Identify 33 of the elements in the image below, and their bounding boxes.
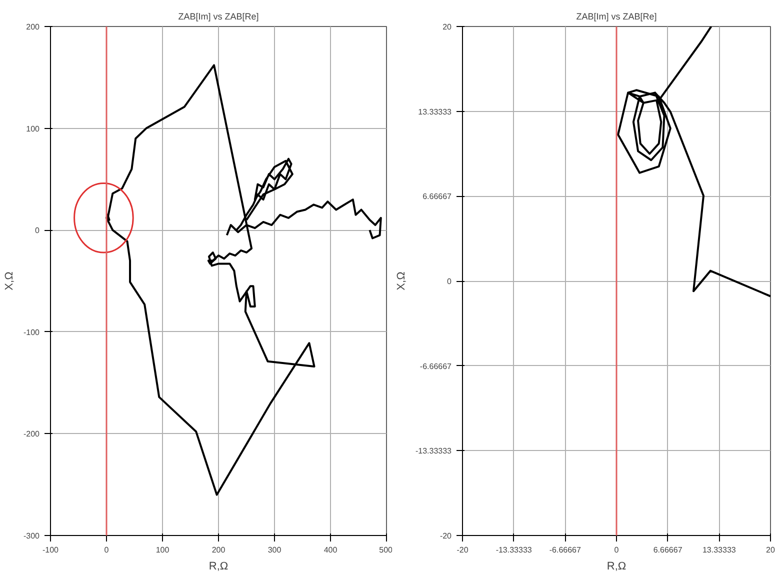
x-axis-title: R,Ω xyxy=(606,560,626,572)
x-tick-label: 400 xyxy=(324,546,338,554)
y-axis-title: X,Ω xyxy=(395,272,408,290)
y-tick-label: -20 xyxy=(440,532,452,540)
x-tick-label: 500 xyxy=(379,546,394,554)
y-tick-label: -100 xyxy=(23,328,40,337)
y-tick-label: 13.33333 xyxy=(418,107,452,116)
y-tick-label: 200 xyxy=(26,22,40,32)
x-tick-label: 6.66667 xyxy=(653,546,683,554)
y-tick-label: 20 xyxy=(442,22,452,32)
x-tick-label: 13.33333 xyxy=(702,546,736,554)
x-tick-label: -13.33333 xyxy=(496,546,532,554)
x-tick-label: 20 xyxy=(766,546,776,554)
y-axis-title: X,Ω xyxy=(3,272,16,290)
x-tick-label: 200 xyxy=(212,546,226,554)
y-tick-label: -300 xyxy=(23,532,40,540)
x-axis-title: R,Ω xyxy=(208,560,228,572)
x-tick-label: 0 xyxy=(104,546,110,554)
y-tick-label: 0 xyxy=(447,277,452,286)
x-tick-label: 100 xyxy=(156,546,170,554)
x-tick-label: 0 xyxy=(614,546,620,554)
y-tick-label: -200 xyxy=(23,430,40,439)
y-tick-label: -6.66667 xyxy=(420,362,452,371)
y-tick-label: -13.33333 xyxy=(415,446,452,456)
x-tick-label: -100 xyxy=(42,546,60,554)
x-tick-label: -20 xyxy=(456,546,469,554)
y-tick-label: 6.66667 xyxy=(422,192,452,202)
chart-title: ZAB[Im] vs ZAB[Re] xyxy=(576,12,657,22)
x-tick-label: 300 xyxy=(268,546,282,554)
y-tick-label: 100 xyxy=(26,124,40,134)
x-tick-label: -6.66667 xyxy=(549,546,582,554)
chart-title: ZAB[Im] vs ZAB[Re] xyxy=(178,12,259,22)
y-tick-label: 0 xyxy=(35,226,40,236)
